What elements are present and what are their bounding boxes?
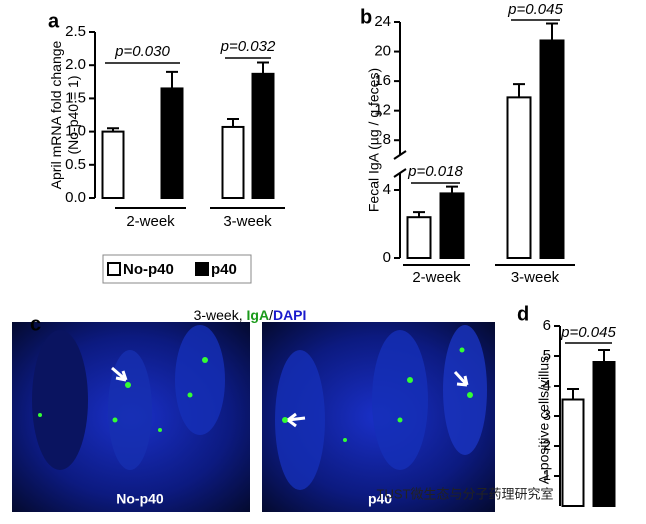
y-tick-label: 3 (543, 407, 551, 424)
panel-letter: a (48, 10, 60, 32)
y-axis-label: Fecal IgA (µg / g feces) (366, 68, 382, 212)
error-bar (257, 61, 269, 74)
legend-label: No-p40 (123, 261, 174, 278)
micrograph-right (262, 322, 495, 512)
error-bar (513, 83, 525, 98)
error-bar (546, 22, 558, 41)
p-value: p=0.045 (507, 1, 563, 18)
y-tick-label: 2.5 (65, 23, 86, 40)
error-bar (166, 70, 178, 89)
title-part: / (269, 307, 273, 323)
y-axis-label: A-positive cells/villus (536, 356, 552, 484)
y-tick-label: 6 (543, 317, 551, 334)
y-tick-label: 0.0 (65, 189, 86, 206)
micrograph-left (12, 322, 250, 512)
micrograph-label: p40 (368, 491, 392, 507)
bar (439, 192, 465, 259)
axis-break (393, 150, 407, 160)
y-tick-label: 0 (383, 249, 391, 266)
bar (251, 72, 275, 199)
error-bar (567, 388, 579, 400)
title-part: 3-week, (194, 307, 247, 323)
bar (101, 130, 125, 200)
error-bar (227, 117, 239, 127)
y-tick-label: 1.5 (65, 89, 86, 106)
y-tick-label: 1 (543, 467, 551, 484)
y-tick-label: 24 (374, 13, 391, 30)
legend: No-p40 p40 (107, 261, 237, 278)
bar (561, 398, 585, 507)
y-tick-label: 2.0 (65, 56, 86, 73)
axis-break (393, 168, 407, 178)
y-tick-label: 5 (543, 347, 551, 364)
p-value: p=0.032 (220, 38, 276, 55)
title-part: DAPI (273, 307, 306, 323)
bar (539, 39, 565, 259)
bar (221, 125, 245, 199)
error-bar (598, 349, 610, 362)
panel-letter: b (360, 6, 372, 28)
error-bar (446, 185, 458, 194)
y-tick-label: 8 (383, 131, 391, 148)
p-value: p=0.018 (407, 163, 463, 180)
error-bar (413, 211, 425, 218)
image-title: 3-week, IgA/DAPI (194, 307, 307, 323)
x-tick-label: 2-week (412, 269, 461, 286)
panel-letter: d (517, 303, 529, 325)
y-tick-label: 4 (543, 377, 551, 394)
legend-label: p40 (211, 261, 237, 278)
bar (406, 216, 432, 259)
y-tick-label: 4 (383, 181, 391, 198)
y-axis-label: (No-p40 = 1) (65, 76, 81, 155)
error-bar (107, 127, 119, 132)
legend-swatch (195, 262, 209, 276)
y-tick-label: 0.5 (65, 156, 86, 173)
legend-box (102, 254, 252, 284)
title-part: IgA (247, 307, 270, 323)
x-tick-label: 3-week (511, 269, 560, 286)
micrograph-label: No-p40 (116, 491, 164, 507)
p-value: p=0.030 (114, 43, 170, 60)
bar (506, 96, 532, 259)
y-tick-label: 20 (374, 43, 391, 60)
panel-letter: c (30, 313, 41, 335)
y-axis-label: April mRNA fold change (48, 40, 64, 189)
bar (592, 361, 616, 507)
y-tick-label: 12 (374, 102, 391, 119)
x-tick-label: 3-week (223, 213, 272, 230)
p-value: p=0.045 (560, 324, 616, 341)
y-tick-label: 1.0 (65, 123, 86, 140)
bar (160, 87, 184, 199)
y-tick-label: 2 (543, 437, 551, 454)
legend-swatch (107, 262, 121, 276)
y-tick-label: 16 (374, 72, 391, 89)
x-tick-label: 2-week (126, 213, 175, 230)
watermark: TUST微生态与分子药理研究室 (377, 486, 554, 501)
